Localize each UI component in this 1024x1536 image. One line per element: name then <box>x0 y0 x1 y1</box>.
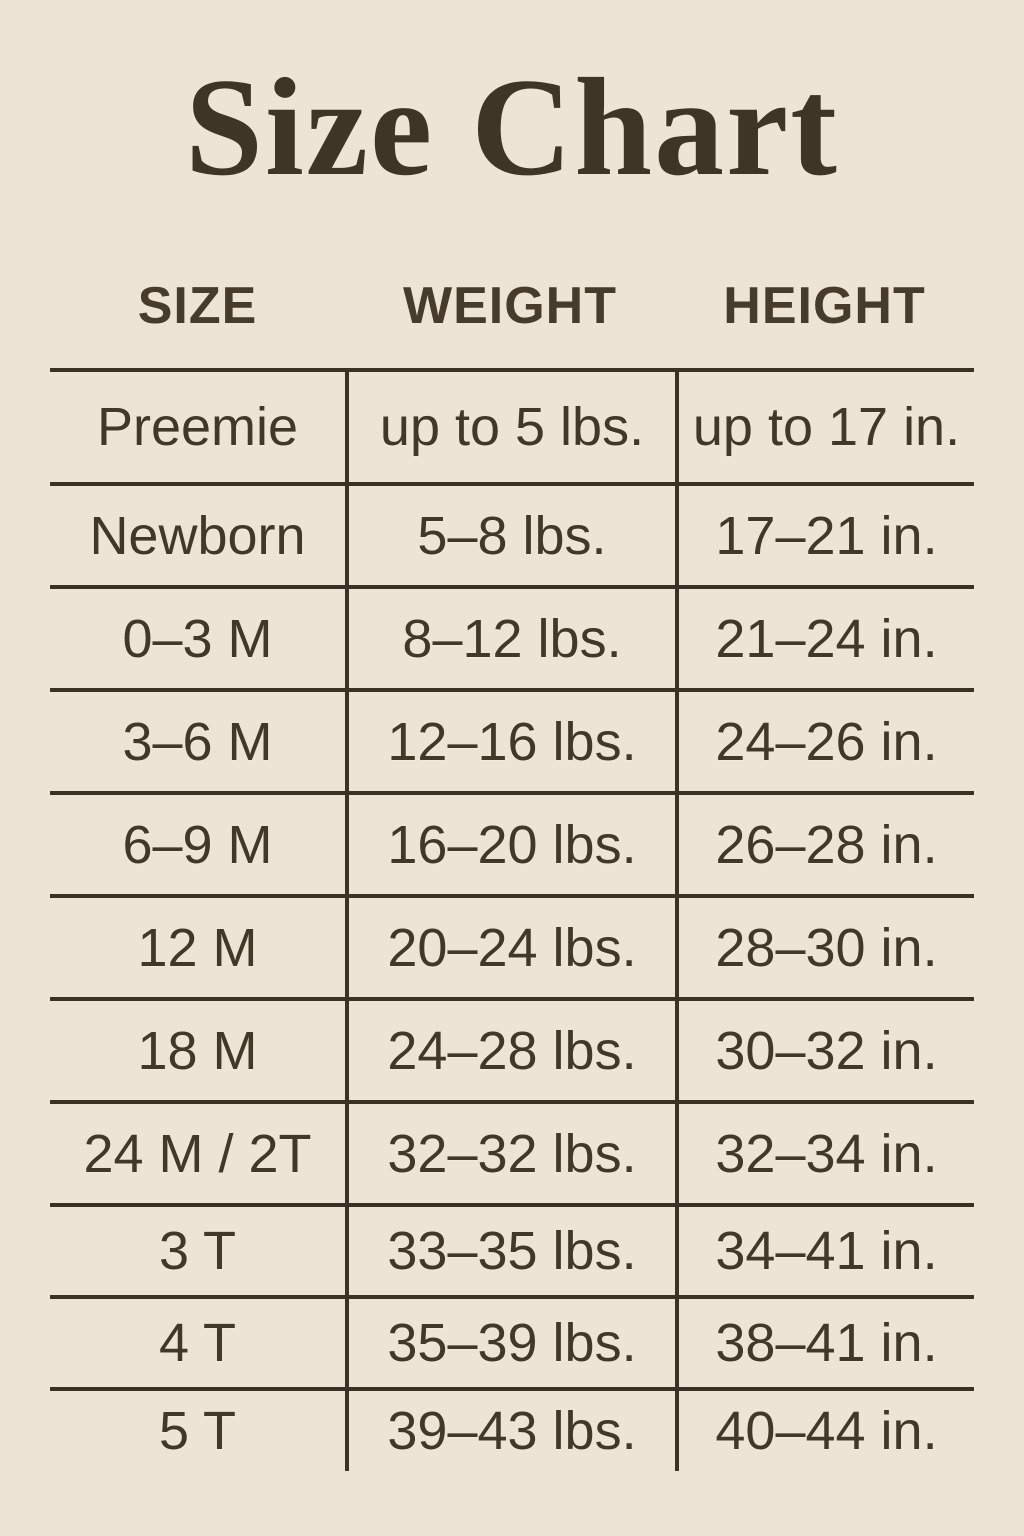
cell-weight: 8–12 lbs. <box>345 589 675 688</box>
cell-weight: 24–28 lbs. <box>345 1001 675 1100</box>
cell-height: 34–41 in. <box>675 1207 974 1295</box>
cell-size: 0–3 M <box>122 608 273 669</box>
table-row: 3–6 M 12–16 lbs. 24–26 in. <box>50 688 974 791</box>
page-title: Size Chart <box>185 50 839 205</box>
cell-weight: 35–39 lbs. <box>345 1299 675 1387</box>
cell-size: 12 M <box>137 917 258 978</box>
cell-size: 24 M / 2T <box>83 1123 312 1184</box>
table-row: 18 M 24–28 lbs. 30–32 in. <box>50 997 974 1100</box>
cell-size: Preemie <box>96 397 299 457</box>
column-header-height: HEIGHT <box>723 277 926 335</box>
table-row: 24 M / 2T 32–32 lbs. 32–34 in. <box>50 1100 974 1203</box>
cell-height: 40–44 in. <box>675 1391 974 1471</box>
table-header-row: SIZE WEIGHT HEIGHT <box>50 280 974 332</box>
table-row: 12 M 20–24 lbs. 28–30 in. <box>50 894 974 997</box>
cell-weight: 5–8 lbs. <box>345 486 675 585</box>
cell-size: 4 T <box>158 1313 237 1373</box>
cell-height: 21–24 in. <box>675 589 974 688</box>
cell-weight: 16–20 lbs. <box>345 795 675 894</box>
cell-weight: 33–35 lbs. <box>345 1207 675 1295</box>
cell-height: 24–26 in. <box>675 692 974 791</box>
cell-weight: 32–32 lbs. <box>345 1104 675 1203</box>
cell-size: 3 T <box>158 1221 237 1281</box>
table-row: 6–9 M 16–20 lbs. 26–28 in. <box>50 791 974 894</box>
cell-size: 5 T <box>158 1401 237 1461</box>
table-row: 0–3 M 8–12 lbs. 21–24 in. <box>50 585 974 688</box>
cell-size: Newborn <box>89 505 306 566</box>
size-table: Preemie up to 5 lbs. up to 17 in. Newbor… <box>50 368 974 1471</box>
cell-height: 26–28 in. <box>675 795 974 894</box>
cell-weight: 12–16 lbs. <box>345 692 675 791</box>
column-header-size: SIZE <box>137 277 258 335</box>
cell-size: 6–9 M <box>122 814 273 875</box>
cell-size: 3–6 M <box>122 711 273 772</box>
cell-height: 17–21 in. <box>675 486 974 585</box>
cell-height: 30–32 in. <box>675 1001 974 1100</box>
table-row: Preemie up to 5 lbs. up to 17 in. <box>50 368 974 482</box>
cell-height: 38–41 in. <box>675 1299 974 1387</box>
cell-weight: 39–43 lbs. <box>345 1391 675 1471</box>
cell-weight: 20–24 lbs. <box>345 898 675 997</box>
cell-height: 32–34 in. <box>675 1104 974 1203</box>
cell-height: up to 17 in. <box>675 372 974 482</box>
table-row: 3 T 33–35 lbs. 34–41 in. <box>50 1203 974 1295</box>
table-row: Newborn 5–8 lbs. 17–21 in. <box>50 482 974 585</box>
cell-weight: up to 5 lbs. <box>345 372 675 482</box>
table-row: 4 T 35–39 lbs. 38–41 in. <box>50 1295 974 1387</box>
cell-size: 18 M <box>137 1020 258 1081</box>
table-row: 5 T 39–43 lbs. 40–44 in. <box>50 1387 974 1471</box>
column-header-weight: WEIGHT <box>403 277 617 335</box>
cell-height: 28–30 in. <box>675 898 974 997</box>
